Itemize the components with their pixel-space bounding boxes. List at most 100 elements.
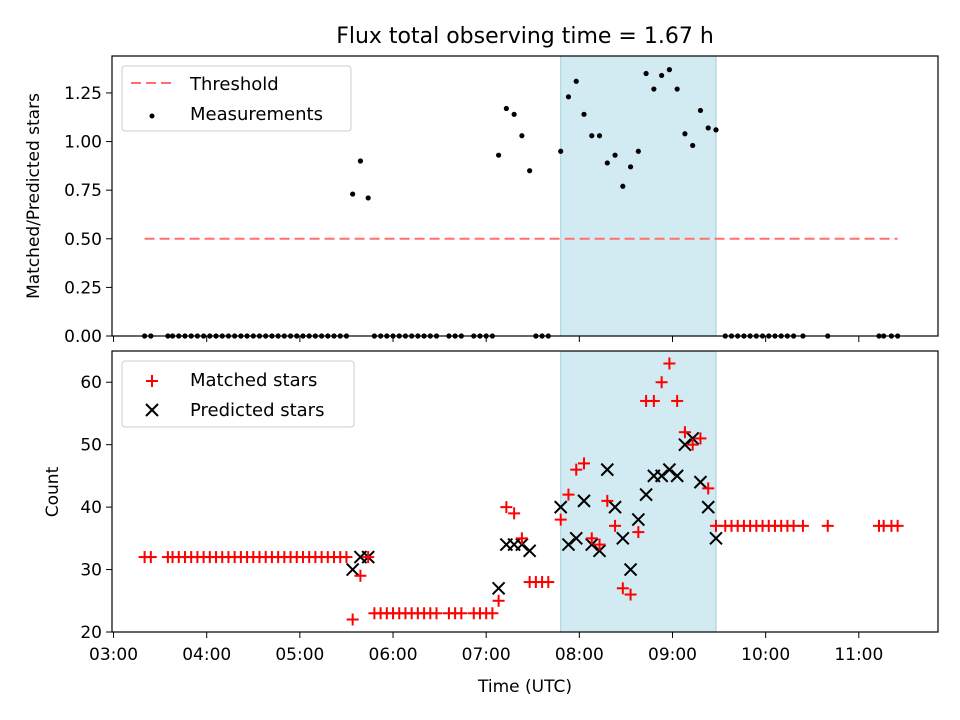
- measurement-points: [142, 67, 901, 339]
- measurement-point: [589, 133, 595, 139]
- x-tick-label: 07:00: [462, 645, 511, 665]
- matched-point: [542, 576, 555, 589]
- bottom-y-axis-label: Count: [43, 466, 63, 517]
- measurement-point: [612, 152, 618, 158]
- matched-point: [515, 532, 528, 545]
- top-y-axis-label: Matched/Predicted stars: [24, 93, 44, 299]
- matched-point: [340, 551, 353, 564]
- matched-point: [554, 513, 567, 526]
- measurement-point: [558, 148, 564, 154]
- measurement-point: [627, 164, 634, 170]
- matched-point: [671, 394, 684, 407]
- measurement-point: [697, 107, 704, 114]
- matched-point: [632, 526, 645, 539]
- measurement-point: [527, 168, 533, 174]
- measurement-point: [713, 127, 719, 133]
- measurement-point: [573, 78, 579, 84]
- matched-point: [570, 463, 583, 476]
- y-tick-label: 0.00: [64, 327, 102, 347]
- predicted-point: [670, 469, 684, 483]
- matched-point: [562, 488, 575, 501]
- predicted-point: [554, 500, 568, 514]
- matched-point: [616, 582, 629, 595]
- bottom-shaded-span: [560, 350, 717, 633]
- y-tick-label: 50: [80, 436, 102, 456]
- predicted-point: [693, 475, 708, 489]
- top-y-axis: 0.00 0.25 0.50 0.75 1.00 1.25: [64, 84, 112, 347]
- predicted-point: [662, 462, 677, 477]
- matched-point: [694, 432, 707, 445]
- x-tick-label: 04:00: [182, 645, 231, 665]
- chart-title: Flux total observing time = 1.67 h: [336, 24, 714, 49]
- y-tick-label: 20: [80, 623, 102, 643]
- predicted-point: [654, 469, 669, 483]
- matched-point: [585, 532, 598, 545]
- matched-point: [609, 519, 622, 532]
- predicted-point: [592, 544, 607, 558]
- top-x-ticks: [113, 336, 860, 342]
- legend-matched-swatch: [146, 375, 158, 387]
- measurement-point: [365, 195, 371, 201]
- measurement-point: [565, 94, 572, 100]
- matched-point: [455, 607, 468, 620]
- matched-points: [138, 357, 904, 626]
- top-axes-frame: [111, 55, 939, 337]
- predicted-point: [631, 512, 646, 527]
- matched-point: [354, 569, 367, 582]
- y-tick-label: 0.25: [64, 278, 102, 298]
- predicted-point: [585, 537, 599, 552]
- measurement-point: [496, 152, 502, 158]
- y-tick-label: 1.25: [64, 84, 102, 104]
- measurement-point: [643, 70, 649, 77]
- matched-point: [686, 438, 699, 451]
- matched-point: [486, 607, 499, 620]
- measurement-point: [620, 183, 626, 189]
- predicted-point: [491, 581, 506, 595]
- predicted-point: [515, 537, 529, 552]
- measurement-point: [519, 133, 525, 139]
- matched-point: [492, 594, 505, 607]
- bottom-legend: Matched stars Predicted stars: [121, 360, 355, 428]
- predicted-point: [639, 487, 653, 502]
- predicted-point: [685, 431, 700, 446]
- measurement-point: [705, 125, 711, 131]
- measurement-point: [635, 148, 641, 154]
- matched-point: [678, 426, 691, 439]
- measurement-point: [581, 111, 587, 117]
- top-legend-box: [121, 65, 352, 132]
- measurement-point: [503, 105, 509, 112]
- y-tick-label: 1.00: [64, 133, 102, 153]
- y-tick-label: 40: [80, 498, 102, 518]
- legend-measurements-swatch: [149, 113, 155, 119]
- legend-measurements-label: Measurements: [190, 104, 323, 125]
- measurement-point: [690, 142, 696, 149]
- bottom-x-axis-label: Time (UTC): [477, 677, 572, 697]
- bottom-y-axis: 20 30 40 50 60: [80, 373, 112, 643]
- measurement-point: [682, 131, 688, 137]
- y-tick-label: 0.75: [64, 181, 102, 201]
- predicted-point: [678, 437, 692, 452]
- measurement-point: [659, 72, 665, 79]
- legend-matched-label: Matched stars: [190, 370, 317, 391]
- x-tick-label: 11:00: [834, 645, 883, 665]
- x-tick-label: 06:00: [369, 645, 418, 665]
- y-tick-label: 30: [80, 561, 102, 581]
- top-panel: 0.00 0.25 0.50 0.75 1.00 1.25 Matched/Predict…: [24, 55, 939, 347]
- matched-point: [593, 538, 606, 551]
- measurement-point: [596, 133, 603, 139]
- x-tick-label: 09:00: [648, 645, 697, 665]
- y-tick-label: 0.50: [64, 230, 102, 250]
- predicted-point: [577, 494, 591, 508]
- measurement-point: [604, 160, 610, 166]
- predicted-point: [569, 531, 583, 546]
- predicted-point: [709, 531, 723, 546]
- legend-threshold-label: Threshold: [189, 74, 279, 95]
- matched-point: [430, 607, 443, 620]
- measurement-point: [357, 158, 364, 164]
- top-shaded-span: [560, 55, 717, 337]
- x-tick-label: 05:00: [275, 645, 324, 665]
- measurement-point: [651, 86, 657, 92]
- bottom-panel: 20 30 40 50 60 03:00 04:00 05:00 06:00 07:00 08:0…: [43, 350, 939, 697]
- bottom-legend-box: [121, 360, 355, 428]
- matched-point: [624, 588, 637, 601]
